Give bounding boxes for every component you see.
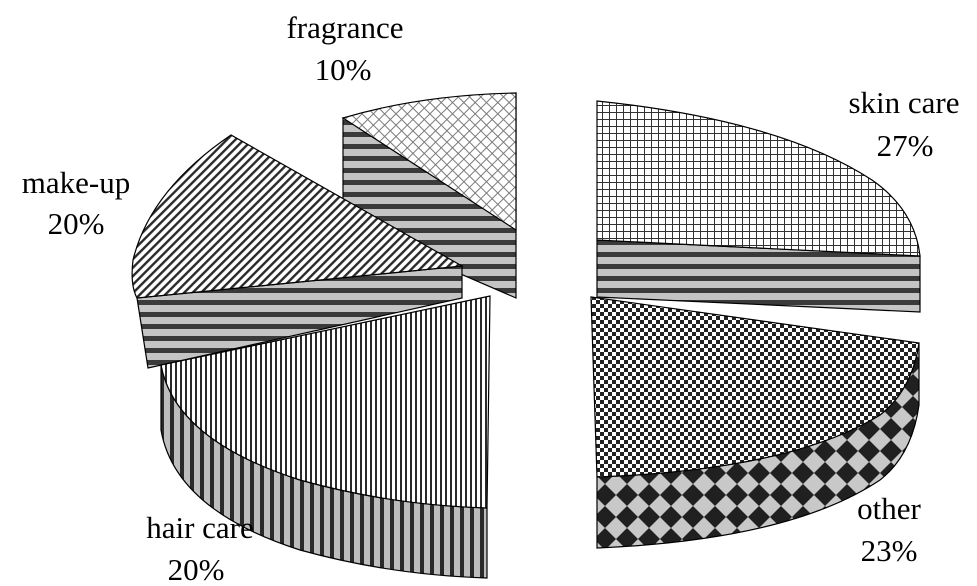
label-hair-care-value: 20% [168, 552, 225, 586]
label-make-up-value: 20% [48, 206, 105, 241]
label-hair-care-name: hair care [146, 510, 254, 545]
slice-make-up-top [131, 134, 464, 299]
slice-skin-care [596, 100, 921, 313]
slice-fragrance-top [341, 92, 517, 232]
label-make-up: make-up 20% [22, 165, 130, 241]
slice-other-top [590, 296, 920, 478]
slice-skin-care-top [596, 100, 921, 257]
label-fragrance: fragrance 10% [286, 10, 403, 87]
slice-make-up [131, 134, 464, 369]
label-fragrance-value: 10% [315, 52, 372, 87]
slice-hair-care [160, 295, 491, 579]
slice-hair-care-top [160, 295, 491, 509]
label-hair-care: hair care 20% [146, 510, 254, 586]
label-other-value: 23% [861, 533, 918, 568]
label-make-up-name: make-up [22, 165, 130, 200]
slice-other [590, 296, 920, 549]
label-other: other 23% [857, 491, 921, 568]
label-skin-care: skin care 27% [848, 85, 959, 163]
label-skin-care-value: 27% [877, 128, 934, 163]
slice-fragrance [341, 92, 517, 299]
label-other-name: other [857, 491, 921, 526]
label-fragrance-name: fragrance [286, 10, 403, 45]
label-skin-care-name: skin care [848, 85, 959, 120]
